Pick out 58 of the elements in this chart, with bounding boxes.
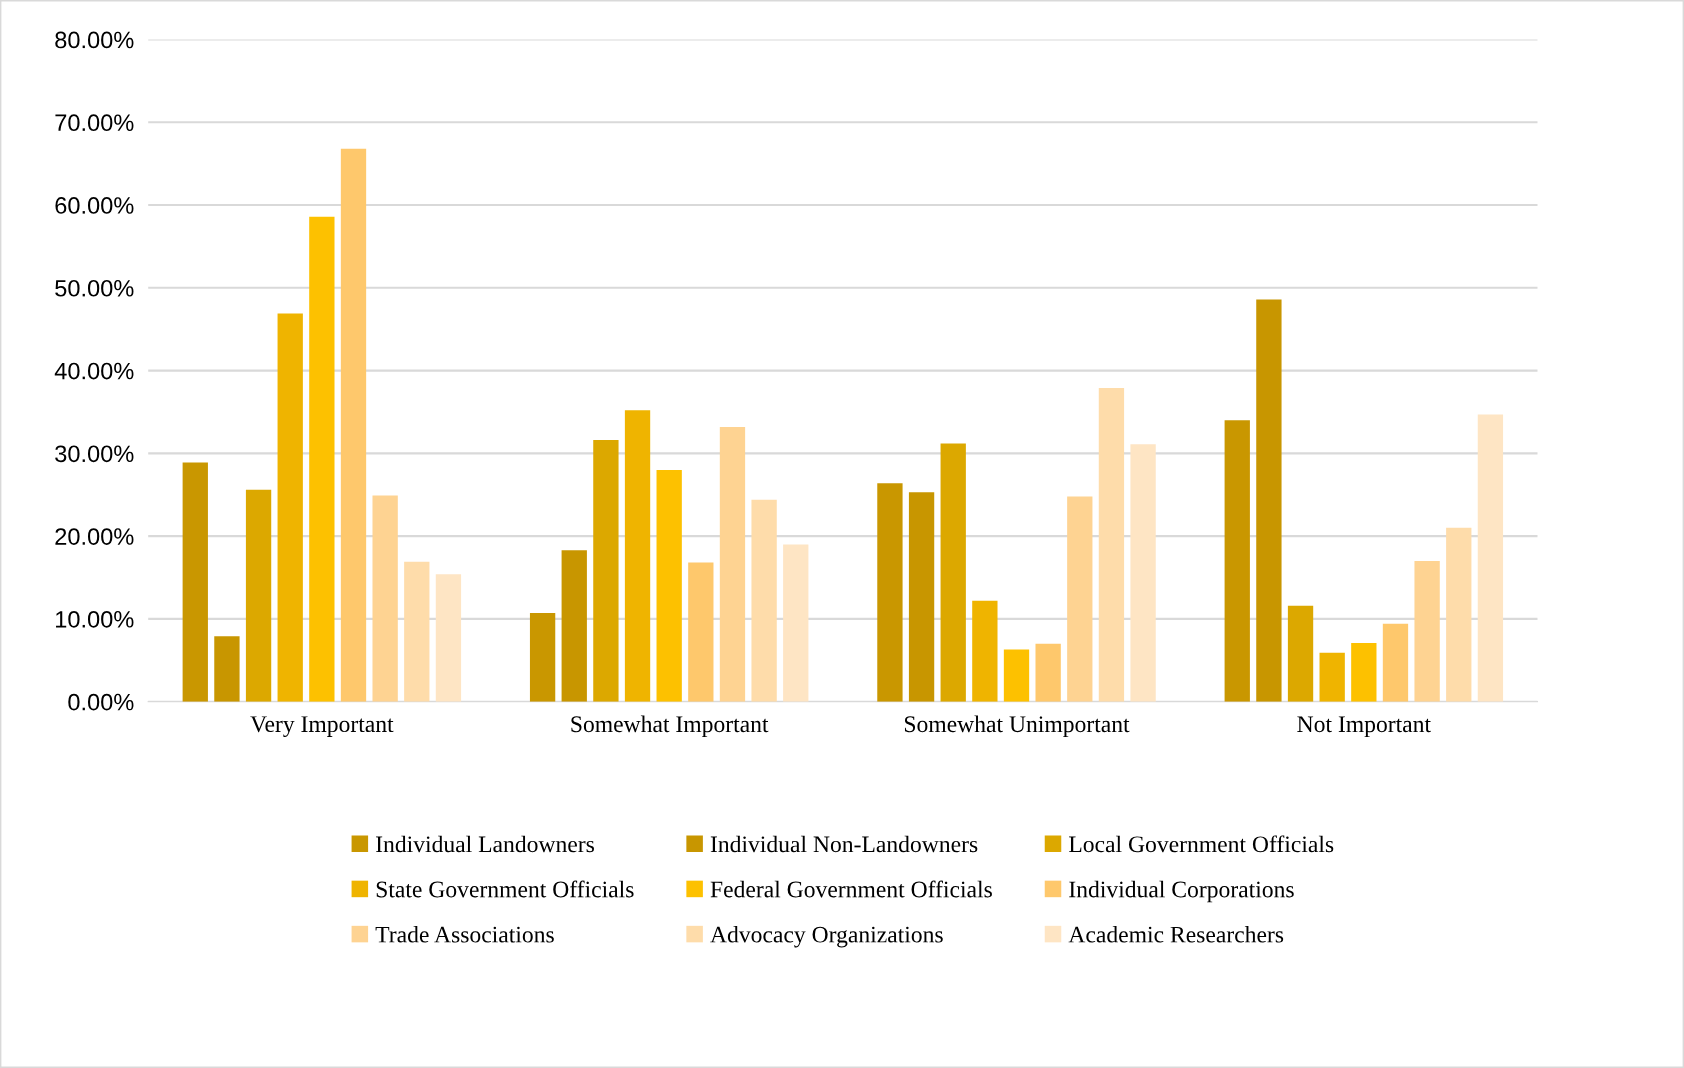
bar — [529, 613, 556, 702]
bar — [972, 600, 998, 702]
bar — [277, 313, 303, 702]
bar — [940, 443, 966, 702]
bar — [1130, 444, 1156, 702]
bar — [1382, 623, 1409, 702]
bar — [656, 469, 682, 702]
bar — [1319, 652, 1345, 702]
bar — [1224, 420, 1250, 702]
y-tick-label: 50.00% — [55, 279, 134, 297]
x-tick-label: Somewhat Important — [571, 715, 769, 737]
bar — [245, 489, 272, 702]
bar — [624, 410, 651, 702]
bar — [435, 574, 462, 702]
bar — [214, 636, 240, 702]
bar — [372, 495, 398, 702]
legend-label: Federal Government Officials — [710, 880, 992, 898]
bar — [404, 561, 430, 702]
y-tick-label: 0.00% — [68, 693, 134, 711]
bar — [908, 492, 935, 702]
y-tick-label: 80.00% — [55, 31, 134, 49]
bar — [1351, 642, 1377, 702]
x-tick-label: Not Important — [1297, 716, 1431, 737]
legend-label: Advocacy Organizations — [710, 925, 943, 948]
bar — [1035, 643, 1061, 702]
bar — [340, 148, 367, 702]
bar — [1414, 560, 1440, 702]
bar — [688, 562, 714, 702]
bar — [182, 462, 208, 702]
legend-label: State Government Officials — [376, 880, 634, 898]
bar — [1477, 414, 1504, 702]
bar — [593, 440, 619, 702]
y-tick-label: 20.00% — [55, 528, 134, 545]
legend-label: Individual Non-Landowners — [710, 835, 978, 853]
y-tick-label: 60.00% — [55, 197, 134, 214]
bar — [309, 216, 335, 702]
legend-label: Individual Corporations — [1069, 880, 1294, 903]
bar — [877, 483, 903, 702]
y-tick-label: 70.00% — [55, 114, 134, 132]
bar — [1003, 649, 1030, 702]
legend-label: Academic Researchers — [1068, 925, 1284, 943]
y-tick-label: 10.00% — [56, 610, 134, 628]
y-tick-label: 40.00% — [54, 362, 134, 380]
bar — [1098, 387, 1125, 702]
x-tick-label: Somewhat Unimportant — [904, 715, 1130, 737]
bar — [719, 426, 746, 702]
bar — [1256, 299, 1282, 702]
bar — [783, 544, 809, 702]
bar — [561, 550, 587, 702]
bar — [1287, 605, 1314, 702]
bar — [1067, 496, 1093, 702]
bar — [1446, 527, 1472, 702]
y-tick-label: 30.00% — [55, 445, 134, 463]
legend-label: Trade Associations — [375, 925, 554, 943]
legend-label: Local Government Officials — [1069, 835, 1334, 853]
legend-label: Individual Landowners — [376, 835, 594, 853]
bar — [751, 499, 777, 702]
x-tick-label: Very Important — [250, 716, 394, 737]
